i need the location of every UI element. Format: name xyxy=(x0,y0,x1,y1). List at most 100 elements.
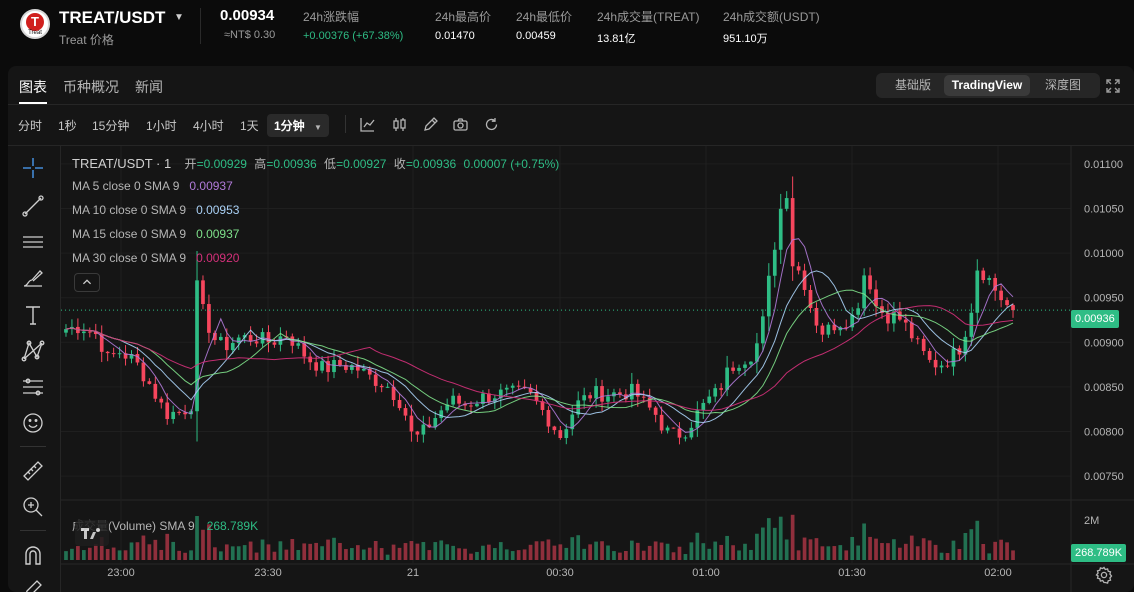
candle-body xyxy=(302,343,307,357)
pair-dropdown-icon[interactable]: ▼ xyxy=(174,12,184,23)
indicators-icon[interactable] xyxy=(360,117,375,132)
volume-bar xyxy=(487,544,491,560)
candle-body xyxy=(999,290,1003,301)
ma10-line xyxy=(65,270,1014,424)
view-basic[interactable]: 基础版 xyxy=(894,78,931,92)
candle-body xyxy=(695,410,700,428)
candle-body xyxy=(766,275,771,317)
ma15-line xyxy=(65,289,1014,414)
tab-news[interactable]: 新闻 xyxy=(135,79,163,95)
volume-bar xyxy=(749,549,753,560)
volume-bar xyxy=(248,541,253,560)
volume-bar xyxy=(76,546,80,560)
volume-bar xyxy=(689,542,694,560)
volume-bar xyxy=(510,551,515,560)
candle-body xyxy=(218,336,223,341)
interval-timeline[interactable]: 分时 xyxy=(18,119,43,133)
candle-body xyxy=(546,409,551,427)
interval-1h[interactable]: 1小时 xyxy=(146,119,177,133)
candle-body xyxy=(111,353,116,355)
volume-bar xyxy=(224,544,229,560)
candle-body xyxy=(213,332,217,341)
candle-body xyxy=(635,383,640,397)
candle-body xyxy=(504,387,509,390)
view-depth[interactable]: 深度图 xyxy=(1044,78,1081,92)
interval-1d[interactable]: 1天 xyxy=(240,119,259,133)
volume-bar xyxy=(707,548,712,560)
volume-bar xyxy=(677,546,682,560)
volume-bar xyxy=(361,549,366,560)
volume-bar xyxy=(218,551,223,560)
ruler-icon[interactable] xyxy=(20,458,46,484)
pair-subname: Treat 价格 xyxy=(59,33,114,47)
volume-bar xyxy=(915,546,920,560)
interval-1m[interactable]: 1分钟 ▼ xyxy=(267,114,329,137)
volume-bar xyxy=(93,544,98,560)
magnet-icon[interactable] xyxy=(20,542,46,568)
pair-title[interactable]: TREAT/USDT xyxy=(59,8,166,27)
active-tab-indicator xyxy=(19,102,47,104)
emoji-icon[interactable] xyxy=(20,410,46,436)
crosshair-icon[interactable] xyxy=(20,155,46,181)
volume-bar xyxy=(624,550,628,560)
candle-body xyxy=(516,385,521,387)
volume-bar xyxy=(528,544,533,560)
price-chart[interactable]: 0.01100 0.01050 0.01000 0.00950 0.00900 0.008… xyxy=(61,146,1134,592)
volume-bar xyxy=(838,545,843,560)
volume-bar xyxy=(147,544,152,560)
candle-body xyxy=(814,308,819,326)
candle-body xyxy=(892,311,896,324)
candle-body xyxy=(647,397,652,408)
chart-left-border xyxy=(60,146,61,592)
interval-15m[interactable]: 15分钟 xyxy=(92,119,130,133)
volume-bar xyxy=(963,533,968,560)
reset-icon[interactable] xyxy=(484,117,499,132)
expand-icon[interactable] xyxy=(1105,78,1121,94)
candle-body xyxy=(713,388,718,397)
volume-bar xyxy=(308,543,313,560)
volume-bar xyxy=(981,543,986,560)
pencil-lock-icon[interactable] xyxy=(20,576,46,592)
fib-tool-icon[interactable] xyxy=(20,374,46,400)
pencil-icon[interactable] xyxy=(423,117,438,132)
candle-body xyxy=(874,289,878,307)
candle-body xyxy=(272,342,277,345)
candle-type-icon[interactable] xyxy=(392,117,407,132)
view-tradingview[interactable]: TradingView xyxy=(944,75,1030,96)
zoom-in-icon[interactable] xyxy=(20,494,46,520)
candle-body xyxy=(248,335,253,342)
volume-bar xyxy=(391,544,396,560)
candle-body xyxy=(820,325,825,335)
trend-line-icon[interactable] xyxy=(20,193,46,219)
collapse-legend-button[interactable] xyxy=(74,273,100,292)
candle-body xyxy=(391,386,396,400)
volume-bar xyxy=(129,542,134,560)
time-tick-label: 00:30 xyxy=(546,567,574,579)
time-tick-label: 21 xyxy=(407,567,419,579)
candle-body xyxy=(606,396,610,402)
volume-bar xyxy=(701,543,706,560)
volume-bar xyxy=(320,546,324,560)
interval-1s[interactable]: 1秒 xyxy=(58,119,77,133)
brush-icon[interactable] xyxy=(20,266,46,292)
horizontal-lines-icon[interactable] xyxy=(20,229,46,255)
volume-bar xyxy=(266,544,271,560)
volume-bar xyxy=(546,539,551,560)
tab-overview[interactable]: 币种概况 xyxy=(63,79,119,95)
candle-body xyxy=(82,331,86,334)
volume-bar xyxy=(939,552,944,560)
interval-4h[interactable]: 4小时 xyxy=(193,119,224,133)
volume-bar xyxy=(874,538,878,560)
text-icon[interactable] xyxy=(20,302,46,328)
candle-body xyxy=(367,368,372,375)
camera-icon[interactable] xyxy=(453,117,468,132)
volume-bar xyxy=(141,535,146,560)
pattern-icon[interactable] xyxy=(20,338,46,364)
gear-icon[interactable] xyxy=(1095,566,1113,584)
price-tick-label: 0.01050 xyxy=(1084,203,1124,215)
ma5-line xyxy=(65,238,1014,433)
volume-bar xyxy=(766,518,771,560)
volume-bar xyxy=(755,533,759,560)
volume-bar xyxy=(886,543,890,560)
tab-chart[interactable]: 图表 xyxy=(19,79,47,95)
